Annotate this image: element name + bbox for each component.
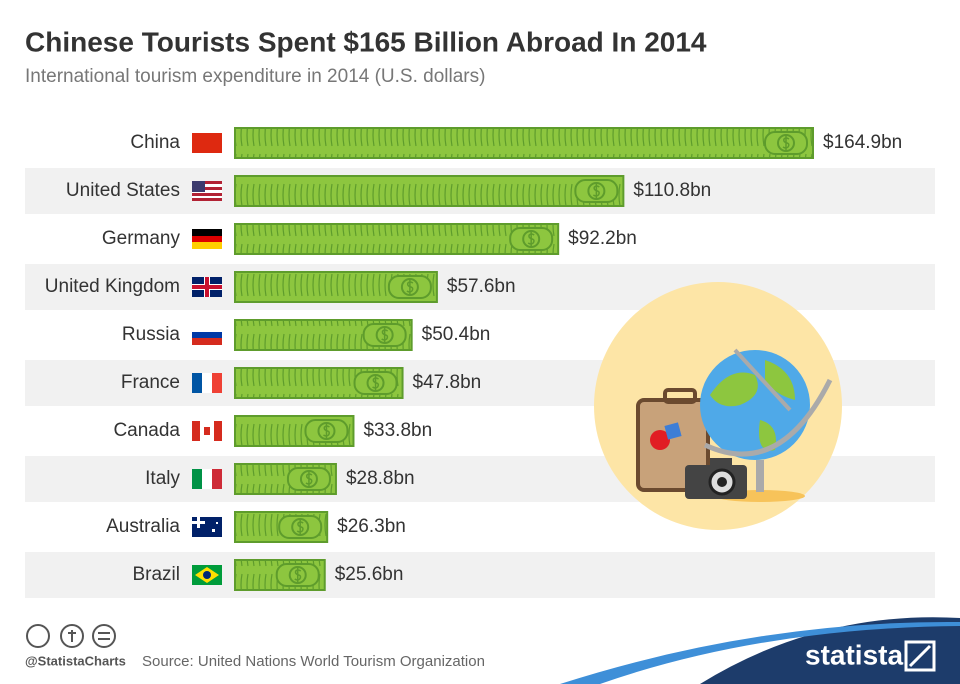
category-label: France	[121, 372, 180, 393]
bar-coin	[375, 326, 394, 344]
category-label: Australia	[106, 516, 180, 537]
flag	[204, 427, 210, 435]
flag	[192, 469, 202, 489]
bar-coin	[317, 422, 336, 440]
bar-coin-sign	[296, 520, 304, 534]
flag	[192, 332, 222, 338]
value-label: $110.8bn	[633, 180, 711, 201]
bar-coin	[366, 374, 385, 392]
flag	[212, 469, 222, 489]
bar	[234, 175, 625, 207]
brand-wave	[700, 617, 960, 684]
bar-coin	[299, 470, 318, 488]
bar-coin-sign	[592, 184, 600, 198]
bar-coin-sign	[372, 376, 380, 390]
flag	[192, 229, 222, 236]
flag	[216, 522, 218, 524]
flag	[192, 198, 222, 201]
brand-wave-light	[560, 621, 960, 684]
flag	[192, 242, 222, 249]
flag	[192, 338, 222, 345]
flag	[192, 373, 202, 393]
chart-title: Chinese Tourists Spent $165 Billion Abro…	[25, 26, 707, 57]
category-label: Canada	[113, 420, 180, 441]
flag	[192, 236, 222, 242]
category-label: United States	[66, 180, 180, 201]
value-label: $92.2bn	[568, 228, 637, 249]
bar-coin	[587, 182, 606, 200]
flag	[197, 517, 200, 528]
flag	[212, 529, 215, 532]
category-label: Italy	[145, 468, 180, 489]
value-label: $164.9bn	[823, 132, 902, 153]
flag	[192, 181, 205, 192]
value-label: $33.8bn	[363, 420, 432, 441]
value-label: $26.3bn	[337, 516, 406, 537]
category-label: Russia	[122, 324, 181, 345]
brand-mark	[904, 640, 936, 672]
handle: @StatistaCharts	[25, 653, 126, 668]
flag	[192, 181, 222, 184]
row-band	[25, 552, 935, 598]
bar-coin	[777, 134, 795, 152]
flag	[203, 571, 211, 579]
bar-coin-sign	[406, 280, 414, 294]
flag	[214, 421, 222, 441]
bar-coin	[291, 518, 310, 536]
value-label: $28.8bn	[346, 468, 415, 489]
value-label: $57.6bn	[447, 276, 516, 297]
value-label: $25.6bn	[335, 564, 404, 585]
flag	[202, 469, 212, 489]
category-label: Germany	[102, 228, 181, 249]
flag	[192, 325, 222, 332]
chart-subtitle: International tourism expenditure in 201…	[25, 66, 485, 87]
category-label: Brazil	[132, 564, 180, 585]
bar	[234, 223, 560, 255]
bar-coin-sign	[527, 232, 535, 246]
bar-coin	[522, 230, 541, 248]
source: Source: United Nations World Tourism Org…	[142, 653, 485, 670]
bar-coin-sign	[323, 424, 331, 438]
bar	[234, 127, 814, 159]
flag	[202, 373, 212, 393]
flag	[212, 373, 222, 393]
flag	[192, 421, 200, 441]
bar-coin-sign	[381, 328, 389, 342]
value-label: $50.4bn	[422, 324, 491, 345]
flag	[192, 193, 222, 196]
bar-coin	[288, 566, 307, 584]
category-label: China	[130, 132, 180, 153]
license-icons	[26, 624, 116, 648]
flag	[192, 517, 222, 537]
bar-coin	[400, 278, 419, 296]
bar-coin-sign	[294, 568, 302, 582]
bar-coin-sign	[305, 472, 313, 486]
flag	[205, 277, 209, 297]
value-label: $47.8bn	[413, 372, 482, 393]
brand: statista	[805, 639, 903, 670]
flag	[192, 133, 222, 153]
category-label: United Kingdom	[45, 276, 180, 297]
bar-coin-sign	[782, 136, 790, 150]
illustration	[594, 282, 842, 530]
flag	[192, 187, 222, 190]
